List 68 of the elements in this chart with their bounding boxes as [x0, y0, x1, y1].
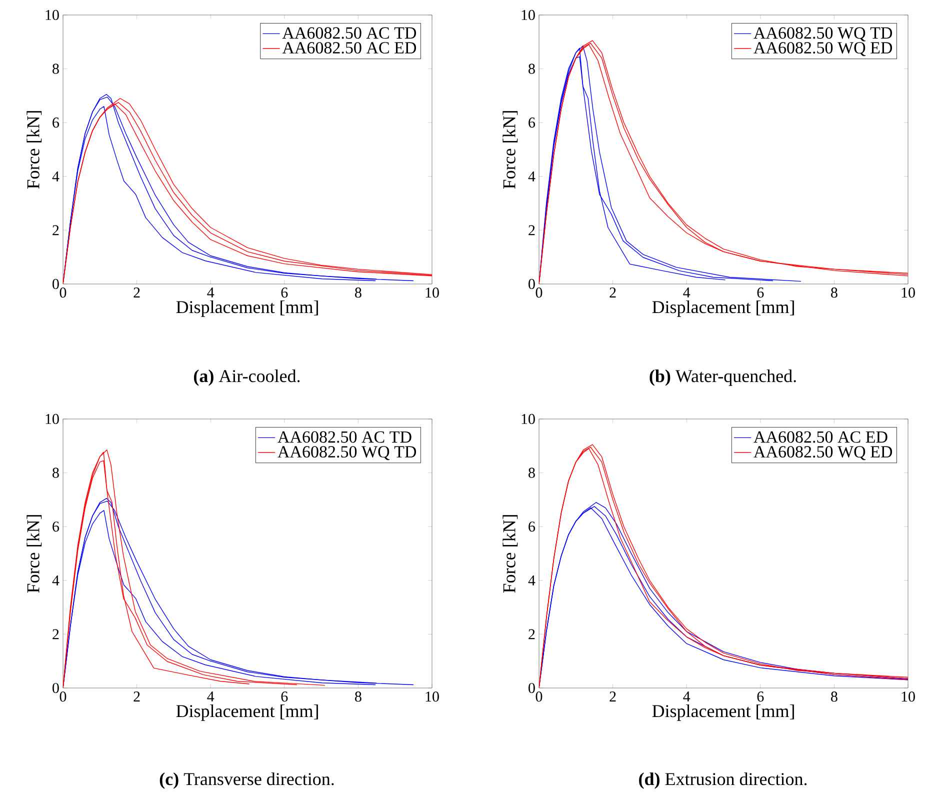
text: (d) Extrusion direction. [639, 772, 807, 789]
y-tick-label: 10 [522, 414, 535, 424]
y-tick-label: 6 [528, 118, 536, 128]
legend-label: AA6082.50 AC ED [754, 431, 888, 443]
y-tick-label: 4 [52, 171, 60, 182]
x-axis-title: Displacement [mm] [652, 704, 794, 721]
y-tick-label: 6 [52, 522, 60, 532]
text: (b) Water-quenched. [650, 369, 796, 386]
y-tick-label: 8 [528, 468, 535, 478]
x-tick-label: 4 [683, 288, 690, 298]
x-tick-label: 2 [610, 288, 616, 298]
y-tick-label: 0 [528, 278, 535, 290]
x-tick-label: 4 [683, 692, 690, 702]
x-tick-label: 2 [610, 692, 616, 702]
x-tick-label: 2 [134, 288, 140, 298]
y-tick-label: 4 [528, 575, 536, 586]
x-tick-label: 8 [355, 692, 362, 702]
y-tick-label: 2 [528, 225, 535, 236]
x-tick-label: 6 [281, 692, 288, 702]
y-axis-title: Force [kN] [502, 515, 518, 593]
x-tick-label: 0 [60, 288, 66, 298]
y-tick-label: 6 [52, 118, 60, 128]
legend-label: AA6082.50 AC TD [278, 431, 412, 443]
y-tick-label: 10 [46, 10, 59, 20]
legend-label: AA6082.50 AC TD [282, 27, 416, 39]
x-tick-label: 6 [281, 288, 288, 298]
x-tick-label: 6 [757, 288, 764, 298]
y-tick-label: 8 [52, 468, 59, 478]
y-tick-label: 10 [46, 414, 59, 424]
x-tick-label: 10 [426, 288, 439, 298]
x-tick-label: 10 [426, 692, 439, 702]
x-axis-title: Displacement [mm] [176, 704, 318, 721]
y-tick-label: 2 [52, 225, 59, 236]
x-tick-label: 4 [207, 288, 214, 298]
x-axis-title: Displacement [mm] [652, 300, 794, 317]
legend-label: AA6082.50 WQ TD [278, 446, 416, 460]
x-tick-label: 0 [60, 692, 66, 702]
legend-label: AA6082.50 AC ED [282, 42, 416, 54]
y-axis-title: Force [kN] [26, 515, 42, 593]
x-tick-label: 0 [536, 692, 542, 702]
y-tick-label: 10 [522, 10, 535, 20]
x-tick-label: 4 [207, 692, 214, 702]
y-tick-label: 2 [528, 629, 535, 640]
legend-label: AA6082.50 WQ ED [754, 42, 892, 56]
y-tick-label: 0 [528, 682, 535, 694]
legend-label: AA6082.50 WQ TD [754, 27, 892, 42]
y-tick-label: 8 [52, 64, 59, 74]
x-tick-label: 10 [902, 288, 915, 298]
y-tick-label: 2 [52, 629, 59, 640]
x-tick-label: 0 [536, 288, 542, 298]
y-tick-label: 6 [528, 522, 536, 532]
x-tick-label: 8 [831, 288, 838, 298]
text: (c) Transverse direction. [160, 772, 334, 789]
text: (a) Air-cooled. [194, 369, 300, 386]
x-tick-label: 2 [134, 692, 140, 702]
legend-label: AA6082.50 WQ ED [754, 446, 892, 460]
x-tick-label: 10 [902, 692, 915, 702]
x-tick-label: 8 [831, 692, 838, 702]
y-tick-label: 4 [52, 575, 60, 586]
y-tick-label: 4 [528, 171, 536, 182]
y-tick-label: 0 [52, 682, 59, 694]
x-tick-label: 8 [355, 288, 362, 298]
y-axis-title: Force [kN] [502, 111, 518, 189]
y-tick-label: 0 [52, 278, 59, 290]
x-axis-title: Displacement [mm] [176, 300, 318, 317]
y-axis-title: Force [kN] [26, 111, 42, 189]
y-tick-label: 8 [528, 64, 535, 74]
x-tick-label: 6 [757, 692, 764, 702]
